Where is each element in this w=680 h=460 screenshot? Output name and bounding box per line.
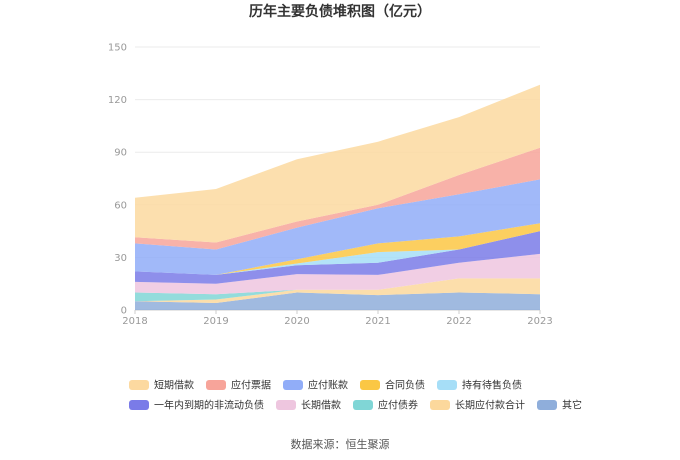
legend-item[interactable]: 合同负债: [360, 379, 425, 392]
legend-swatch: [276, 400, 296, 410]
legend-label: 应付票据: [231, 379, 271, 392]
y-tick-label: 30: [114, 253, 127, 264]
area-series: [135, 231, 540, 284]
legend-swatch: [206, 380, 226, 390]
legend-swatch: [437, 380, 457, 390]
area-series: [135, 278, 540, 303]
legend-swatch: [129, 400, 149, 410]
legend-item[interactable]: 长期借款: [276, 399, 341, 412]
legend-item[interactable]: 一年内到期的非流动负债: [129, 399, 264, 412]
area-series: [135, 292, 540, 310]
x-tick-label: 2023: [527, 316, 552, 327]
legend-item[interactable]: 应付账款: [283, 379, 348, 392]
legend-item[interactable]: 短期借款: [129, 379, 194, 392]
area-series: [135, 278, 540, 302]
legend-label: 持有待售负债: [462, 379, 522, 392]
legend-swatch: [360, 380, 380, 390]
y-tick-label: 120: [108, 95, 127, 106]
y-tick-label: 90: [114, 148, 127, 159]
legend-label: 合同负债: [385, 379, 425, 392]
area-series: [135, 84, 540, 243]
legend-item[interactable]: 长期应付款合计: [430, 399, 525, 412]
axes: 0 30 60 90 120 150 2018 2019 2020 2021 2022 2023: [108, 43, 553, 328]
x-tick-label: 2019: [203, 316, 228, 327]
area-series: [135, 253, 540, 295]
legend-label: 一年内到期的非流动负债: [154, 399, 264, 412]
x-tick-label: 2018: [122, 316, 147, 327]
areas: [135, 84, 540, 310]
legend-label: 长期借款: [301, 399, 341, 412]
legend-label: 应付债券: [378, 399, 418, 412]
y-tick-label: 150: [108, 43, 127, 54]
legend-item[interactable]: 应付票据: [206, 379, 271, 392]
legend-swatch: [430, 400, 450, 410]
y-tick-label: 0: [121, 306, 127, 317]
legend-label: 短期借款: [154, 379, 194, 392]
legend-item[interactable]: 其它: [537, 399, 582, 412]
x-tick-label: 2021: [365, 316, 390, 327]
legend-item[interactable]: 持有待售负债: [437, 379, 522, 392]
legend-item[interactable]: 应付债券: [353, 399, 418, 412]
legend-swatch: [129, 380, 149, 390]
chart-title: 历年主要负债堆积图（亿元）: [249, 3, 431, 20]
legend-label: 长期应付款合计: [455, 399, 525, 412]
y-tick-label: 60: [114, 200, 127, 211]
x-tick-label: 2020: [284, 316, 309, 327]
x-tick-label: 2022: [446, 316, 471, 327]
area-series: [135, 179, 540, 275]
legend-swatch: [353, 400, 373, 410]
legend-swatch: [537, 400, 557, 410]
data-source: 数据来源：恒生聚源: [290, 438, 390, 451]
legend-label: 其它: [562, 399, 582, 412]
legend-swatch: [283, 380, 303, 390]
area-series: [135, 223, 540, 275]
legend-label: 应付账款: [308, 379, 348, 392]
